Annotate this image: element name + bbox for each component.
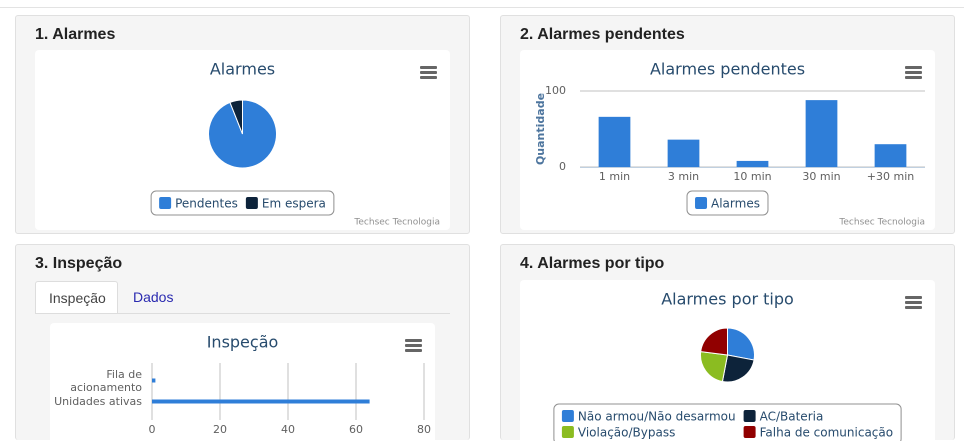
bar — [152, 378, 156, 383]
x-tick-label: +30 min — [867, 170, 914, 183]
legend-label[interactable]: Alarmes — [711, 197, 760, 211]
divider — [0, 7, 964, 8]
y-tick-label: 0 — [559, 160, 566, 173]
legend: Alarmes — [695, 197, 760, 211]
x-tick-label: 80 — [417, 423, 431, 436]
menu-icon-line[interactable] — [905, 66, 922, 69]
legend-swatch — [743, 410, 756, 422]
legend-swatch — [695, 197, 708, 209]
legend-swatch — [159, 197, 172, 209]
legend-label[interactable]: Pendentes — [175, 197, 238, 211]
chart-title: Alarmes pendentes — [650, 60, 805, 79]
menu-icon-line[interactable] — [905, 71, 922, 74]
pie-slice — [727, 327, 755, 361]
credits: Techsec Tecnologia — [838, 218, 925, 228]
legend-swatch — [743, 426, 756, 438]
menu-icon-line[interactable] — [905, 296, 922, 299]
bar — [874, 144, 907, 167]
x-tick-label: 1 min — [599, 170, 630, 183]
legend-label[interactable]: Violação/Bypass — [578, 426, 675, 440]
menu-icon-line[interactable] — [405, 339, 422, 342]
chart-box: Alarmes Techsec Tecnologia Pendentes Em esp… — [35, 50, 450, 230]
x-tick-label: 60 — [349, 423, 363, 436]
chart-title: Alarmes por tipo — [661, 290, 794, 309]
menu-icon-line[interactable] — [905, 301, 922, 304]
legend-swatch — [561, 410, 574, 422]
x-tick-label: 30 min — [802, 170, 840, 183]
panel-title: 2. Alarmes pendentes — [520, 26, 685, 43]
panel-title: 4. Alarmes por tipo — [520, 255, 665, 272]
y-axis-label: Quantidade — [534, 93, 547, 165]
panel: 2. Alarmes pendentes Alarmes pendentes Te… — [500, 15, 955, 234]
pie-slice — [700, 351, 729, 383]
chart-title: Inspeção — [207, 333, 279, 352]
legend-label[interactable]: Falha de comunicação — [760, 426, 894, 440]
tab[interactable]: Inspeção — [35, 281, 118, 313]
menu-icon-line[interactable] — [420, 76, 437, 79]
panel-title: 1. Alarmes — [35, 26, 116, 43]
panel-title: 3. Inspeção — [35, 255, 123, 272]
chart: Alarmes por tipo Não armou/Não desarmou AC… — [553, 290, 922, 441]
chart-title: Alarmes — [210, 60, 275, 79]
legend-label[interactable]: Não armou/Não desarmou — [578, 410, 736, 424]
legend: Não armou/Não desarmou AC/Bateria Violação… — [561, 410, 894, 440]
x-tick-label: 20 — [213, 423, 227, 436]
tab-divider — [35, 313, 450, 314]
panel: 4. Alarmes por tipo Alarmes por tipo Não … — [500, 244, 955, 441]
bar — [598, 116, 631, 167]
bar — [152, 399, 370, 404]
legend-box — [553, 403, 902, 441]
pie-slice — [229, 99, 243, 135]
chart-box: Alarmes pendentes Techsec Tecnologia 0 100 Q… — [520, 50, 935, 230]
legend-label[interactable]: AC/Bateria — [760, 410, 824, 424]
menu-icon-line[interactable] — [405, 349, 422, 352]
bar — [667, 139, 700, 167]
legend-label[interactable]: Em espera — [262, 197, 326, 211]
credits: Techsec Tecnologia — [353, 218, 440, 228]
x-tick-label: 40 — [281, 423, 295, 436]
legend-swatch — [561, 426, 574, 438]
legend: Pendentes Em espera — [159, 197, 326, 211]
y-tick-label: Unidades ativas — [54, 395, 142, 408]
chart-box: Alarmes por tipo Não armou/Não desarmou AC… — [520, 280, 935, 441]
bar — [736, 160, 769, 167]
pie-slice — [721, 354, 755, 383]
panel: 1. Alarmes Alarmes Techsec Tecnologia Pend… — [15, 15, 470, 234]
menu-icon-line[interactable] — [905, 76, 922, 79]
legend-swatch — [245, 197, 258, 209]
x-tick-label: 0 — [149, 423, 156, 436]
tab[interactable]: Dados — [133, 289, 174, 305]
chart: Alarmes pendentes Techsec Tecnologia 0 100Q… — [534, 60, 925, 228]
pie-slice — [700, 327, 728, 356]
menu-icon-line[interactable] — [905, 306, 922, 309]
legend-box — [150, 190, 335, 216]
y-tick-label: Fila de acionamento — [70, 367, 142, 394]
chart: Inspeção 0 20 40 60 80 — [149, 333, 432, 437]
menu-icon-line[interactable] — [420, 71, 437, 74]
x-tick-label: 10 min — [733, 170, 771, 183]
chart-box: Inspeção 0 20 40 60 80 Fila de acionamento Uni… — [50, 323, 435, 441]
panel: 3. Inspeção Inspeção Dados Inspeção 0 20 40… — [15, 244, 470, 441]
chart: Alarmes Techsec Tecnologia Pendentes Em esp… — [150, 60, 440, 228]
x-tick-label: 3 min — [668, 170, 699, 183]
bar — [805, 100, 838, 167]
legend-box — [686, 190, 769, 216]
y-tick-label: 100 — [545, 84, 566, 97]
menu-icon-line[interactable] — [420, 66, 437, 69]
menu-icon-line[interactable] — [405, 344, 422, 347]
